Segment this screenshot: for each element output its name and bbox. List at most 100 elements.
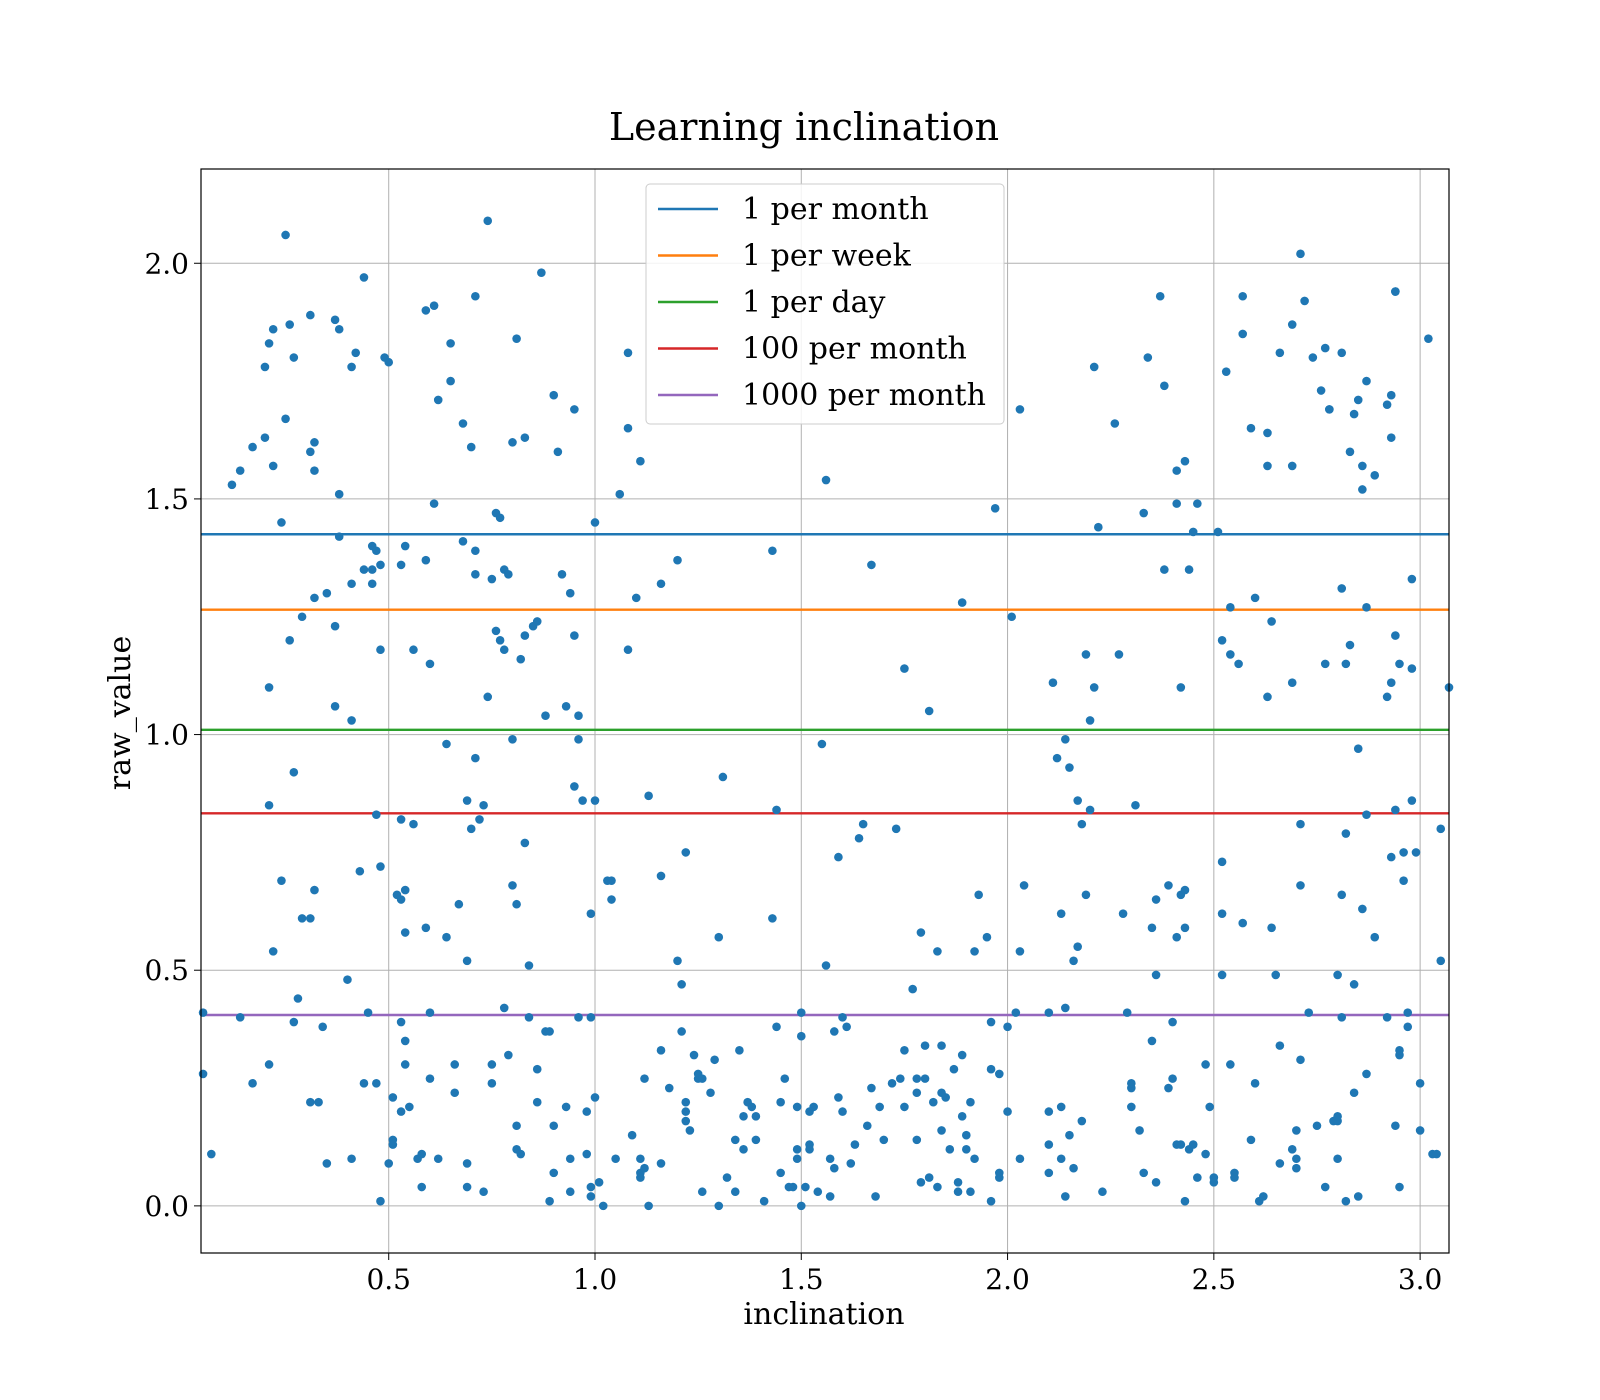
data-point — [388, 1140, 398, 1149]
data-point — [1349, 1088, 1359, 1098]
y-tick-label: 1.5 — [144, 483, 189, 516]
data-point — [1287, 320, 1297, 329]
data-point — [1127, 1079, 1136, 1088]
data-point — [532, 1064, 542, 1074]
data-point — [1337, 584, 1347, 593]
data-point — [1407, 664, 1417, 673]
data-point — [1073, 796, 1082, 805]
data-point — [834, 1093, 843, 1102]
data-point — [1234, 659, 1243, 669]
chart-title: Learning inclination — [609, 105, 999, 149]
data-point — [1320, 659, 1330, 669]
data-point — [986, 1017, 996, 1027]
data-point — [1358, 461, 1367, 471]
data-point — [644, 1201, 653, 1211]
x-tick-label: 2.5 — [1192, 1263, 1237, 1296]
data-point — [1209, 1173, 1219, 1182]
data-point — [1391, 1121, 1400, 1131]
data-point — [520, 631, 530, 640]
data-point — [425, 659, 435, 669]
data-point — [553, 447, 563, 457]
data-point — [1287, 678, 1297, 688]
axis-ticks: 0.5 1.0 1.5 2.0 2.5 3.0 0.0 0.5 1.0 1.5 2.0 — [144, 247, 1442, 1296]
data-point — [1135, 1126, 1144, 1135]
data-point — [875, 1102, 884, 1112]
data-point — [306, 447, 315, 457]
data-point — [285, 636, 295, 645]
data-point — [1056, 1102, 1066, 1112]
data-point — [541, 711, 550, 721]
data-point — [1370, 932, 1380, 942]
data-point — [1073, 942, 1082, 951]
legend-label: 1000 per month — [742, 378, 986, 413]
data-point — [1345, 447, 1355, 457]
data-point — [1349, 409, 1359, 419]
data-point — [1382, 692, 1392, 702]
data-point — [1205, 1102, 1215, 1112]
data-point — [433, 395, 443, 405]
data-point — [1131, 800, 1140, 810]
data-point — [409, 645, 418, 655]
y-tick-label: 0.5 — [144, 954, 189, 987]
data-point — [429, 499, 439, 508]
data-point — [900, 1046, 909, 1055]
data-point — [1007, 612, 1016, 622]
data-point — [499, 645, 509, 655]
data-point — [384, 357, 394, 367]
data-point — [1304, 1008, 1314, 1017]
data-point — [1320, 343, 1330, 353]
data-point — [957, 1112, 967, 1121]
data-point — [871, 1192, 880, 1201]
data-point — [1333, 970, 1342, 980]
data-point — [248, 442, 257, 452]
data-point — [1411, 848, 1421, 857]
data-point — [458, 419, 468, 428]
legend-label: 1 per week — [742, 239, 912, 274]
data-point — [838, 1107, 847, 1116]
data-point — [425, 1008, 435, 1017]
data-point — [640, 1074, 649, 1083]
data-point — [1089, 683, 1099, 692]
data-point — [644, 791, 653, 801]
data-point — [512, 899, 521, 909]
data-point — [400, 1036, 410, 1046]
data-point — [306, 914, 315, 923]
data-point — [1069, 1163, 1078, 1173]
data-point — [739, 1112, 748, 1121]
data-point — [607, 876, 616, 885]
data-point — [1110, 419, 1120, 428]
data-point — [611, 1154, 620, 1164]
data-point — [1316, 386, 1326, 395]
data-point — [582, 1107, 592, 1116]
data-point — [570, 782, 579, 791]
data-point — [776, 1097, 785, 1107]
data-point — [1160, 565, 1169, 574]
data-point — [986, 1064, 996, 1074]
data-point — [821, 961, 831, 970]
data-point — [908, 984, 917, 994]
data-point — [1333, 1112, 1342, 1121]
data-point — [372, 810, 381, 819]
data-point — [1226, 1060, 1235, 1069]
data-point — [454, 899, 464, 909]
data-point — [656, 1046, 666, 1055]
data-point — [957, 1050, 967, 1060]
data-point — [623, 423, 633, 433]
data-point — [1048, 678, 1058, 688]
data-point — [537, 268, 546, 277]
data-point — [1044, 1140, 1054, 1149]
data-point — [1061, 1003, 1070, 1013]
data-point — [516, 654, 526, 664]
data-point — [1193, 499, 1202, 508]
data-point — [306, 1097, 315, 1107]
data-point — [347, 579, 356, 589]
y-axis-label: raw_value — [103, 636, 138, 790]
data-point — [471, 753, 480, 763]
data-point — [735, 1046, 744, 1055]
data-point — [730, 1187, 740, 1197]
data-point — [347, 1154, 356, 1164]
data-point — [1176, 683, 1186, 692]
data-point — [858, 819, 868, 829]
data-point — [627, 1130, 637, 1140]
data-point — [1341, 659, 1351, 669]
